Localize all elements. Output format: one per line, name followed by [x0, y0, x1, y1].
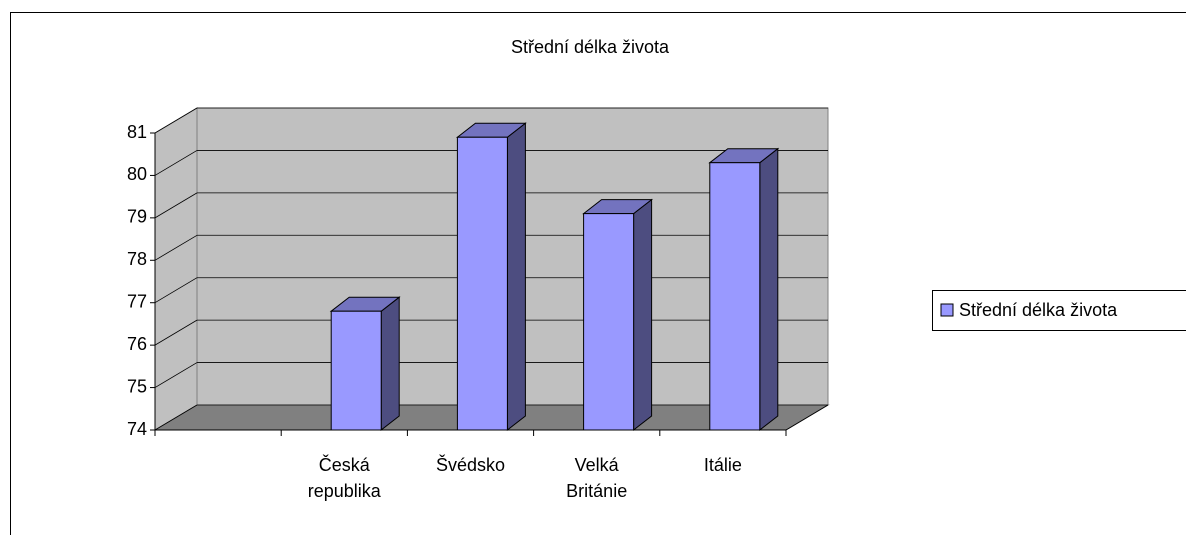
bar-side — [506, 122, 526, 432]
grid-line — [154, 404, 198, 431]
y-tick-label: 77 — [127, 291, 147, 311]
grid-line — [154, 319, 198, 346]
side-wall — [154, 107, 198, 431]
bar-side — [759, 147, 779, 432]
y-tick-label: 74 — [127, 419, 147, 439]
bar-side — [380, 296, 400, 432]
floor-edge — [785, 404, 829, 431]
y-tick-label: 79 — [127, 207, 147, 227]
grid-line — [154, 362, 198, 388]
x-tick-label: Česká republika — [307, 455, 381, 501]
grid-line — [154, 192, 198, 219]
y-tick-label: 75 — [127, 376, 147, 396]
bar-side — [633, 198, 653, 432]
legend-label: Střední délka života — [959, 300, 1118, 320]
chart-title: Střední délka života — [511, 37, 670, 57]
y-tick-label: 80 — [127, 164, 147, 184]
grid-line — [154, 107, 198, 134]
grid-line — [154, 150, 198, 176]
y-tick-label: 76 — [127, 334, 147, 354]
x-tick-label: Švédsko — [435, 455, 506, 475]
legend-swatch — [940, 303, 954, 317]
grid-line — [154, 277, 198, 304]
y-tick-label: 78 — [127, 249, 147, 269]
grid-line — [154, 234, 198, 261]
legend-box — [932, 290, 1186, 331]
y-tick-label: 81 — [127, 122, 147, 142]
x-tick-label: Itálie — [703, 455, 742, 475]
bar — [709, 162, 761, 431]
bar — [583, 213, 635, 431]
x-tick-label: Velká Británie — [566, 455, 628, 501]
bar — [330, 310, 382, 431]
bar — [456, 136, 508, 431]
